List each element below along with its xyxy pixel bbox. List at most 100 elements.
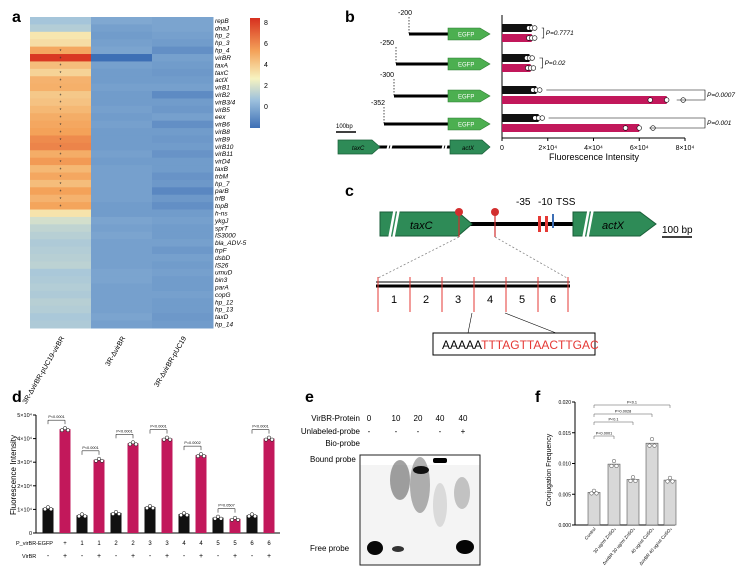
significance-star: * xyxy=(60,116,62,122)
data-dot xyxy=(532,25,538,31)
panel-f-y-tick-label: 0.005 xyxy=(558,492,571,498)
row2-value: + xyxy=(97,553,101,560)
heatmap-scale-tick: 4 xyxy=(264,62,268,69)
heatmap-gene-label: repB xyxy=(215,18,229,25)
heatmap-cell xyxy=(30,261,92,270)
row1-value: 5 xyxy=(216,541,220,547)
taxC-label-c: taxC xyxy=(410,220,433,232)
promoter-constructs: -200 EGFP -250 EGFP -300 EGFP -352 EGFP xyxy=(371,10,491,131)
heatmap-cell xyxy=(30,150,92,159)
sig-bracket xyxy=(115,434,134,439)
data-dot xyxy=(622,125,629,131)
panel-c-gene-map: taxC actX -35 -10 TSS 100 bp xyxy=(376,197,693,288)
heatmap-cell xyxy=(91,157,153,166)
heatmap-cell xyxy=(30,142,92,151)
heatmap-gene-label: virB5 xyxy=(215,107,230,114)
heatmap-cell xyxy=(152,113,214,122)
emsa-gel xyxy=(359,440,481,566)
p-value-label: P<0.0001 xyxy=(82,446,98,450)
actX-label-c: actX xyxy=(602,220,625,232)
data-dot xyxy=(43,507,47,512)
data-dot xyxy=(162,437,166,442)
heatmap-cell xyxy=(91,68,153,77)
taxC-label-b: taxC xyxy=(352,146,365,152)
minus35-box xyxy=(538,216,541,232)
bar-black xyxy=(502,86,537,94)
data-dot xyxy=(148,504,152,508)
row2-value: + xyxy=(63,553,67,560)
significance-star: * xyxy=(60,153,62,159)
heatmap-gene-label: virB6 xyxy=(215,122,230,129)
promoter-label: -300 xyxy=(380,72,394,79)
data-dot xyxy=(664,97,670,103)
lane-protein-value: 40 xyxy=(436,414,445,423)
heatmap-cell xyxy=(30,135,92,144)
heatmap-cell xyxy=(152,165,214,173)
heatmap-column-labels: 3R-ΔvirBR-pUC19-virBR 3R-ΔvirBR 3R-ΔvirBR-… xyxy=(22,335,188,405)
data-dot xyxy=(128,442,132,447)
sequence-box xyxy=(432,332,596,356)
heatmap-cell xyxy=(152,76,214,85)
row2-value: - xyxy=(149,553,152,560)
data-dot xyxy=(131,440,135,445)
p-value-label: P<0.1 xyxy=(608,418,618,422)
heatmap-cell xyxy=(152,216,214,225)
heatmap-cell xyxy=(152,46,214,55)
panel-d-ylabel: Fluorescence Intensity xyxy=(9,435,18,515)
heatmap-gene-label: virD4 xyxy=(215,159,231,166)
heatmap-gene-label: hp_14 xyxy=(215,322,233,329)
bound-band-lane-4 xyxy=(433,458,447,463)
lane-protein-value: 20 xyxy=(414,414,423,423)
heatmap-cell xyxy=(152,290,214,299)
data-dot xyxy=(665,479,670,484)
panel-label-c: c xyxy=(345,183,354,200)
data-dot xyxy=(633,478,638,483)
heatmap-cell xyxy=(30,209,92,218)
sig-bracket xyxy=(81,450,100,455)
heatmap-cell xyxy=(91,268,153,277)
heatmap-cell xyxy=(152,194,214,203)
heatmap-cell xyxy=(91,76,153,85)
sig-bracket xyxy=(539,57,543,69)
heatmap-cell xyxy=(30,61,92,70)
heatmap-gene-label: eex xyxy=(215,114,226,121)
lane-unlabeled-value: - xyxy=(368,427,371,436)
heatmap-gene-label: sprT xyxy=(215,225,229,232)
heatmap-gene-label: trbM xyxy=(215,173,229,180)
heatmap-cell xyxy=(91,305,153,314)
heatmap-gene-labels: repBdnaJhp_2hp_3hp_4virBRtaxAtaxCactXvir… xyxy=(214,18,247,329)
data-dot xyxy=(667,475,673,480)
significance-star: * xyxy=(60,190,62,196)
sig-bracket xyxy=(183,445,202,451)
data-dot xyxy=(202,454,206,459)
sig-bracket xyxy=(593,413,653,417)
heatmap-cell xyxy=(152,68,214,77)
panel-f-y-tick-label: 0.010 xyxy=(558,462,571,468)
heatmap-gene-label: dsbD xyxy=(215,255,230,262)
heatmap-cell xyxy=(91,120,153,129)
row1-value: 1 xyxy=(97,541,101,547)
heatmap-cell xyxy=(30,313,92,322)
data-dot xyxy=(114,509,118,514)
heatmap-gene-label: parA xyxy=(214,284,229,291)
segment-label: 6 xyxy=(550,294,556,306)
segment-label: 1 xyxy=(391,294,397,306)
bound-probe-label: Bound probe xyxy=(310,455,356,464)
data-dot xyxy=(247,514,251,519)
minus10-label: -10 xyxy=(538,197,553,208)
minus35-label: -35 xyxy=(516,197,531,208)
heatmap-cell xyxy=(30,246,92,255)
significance-star: * xyxy=(60,182,62,188)
heatmap-gene-label: taxA xyxy=(215,62,228,69)
egfp-label: EGFP xyxy=(458,33,474,39)
heatmap-cell xyxy=(91,135,153,144)
data-dot xyxy=(117,511,121,516)
heatmap-cell xyxy=(91,83,153,92)
data-dot xyxy=(652,443,657,448)
row2-value: + xyxy=(165,553,169,560)
heatmap-cell xyxy=(91,17,153,25)
heatmap-gene-label: hp_7 xyxy=(215,181,230,188)
heatmap-cell xyxy=(152,128,214,136)
heatmap-gene-label: hp_13 xyxy=(215,307,233,314)
